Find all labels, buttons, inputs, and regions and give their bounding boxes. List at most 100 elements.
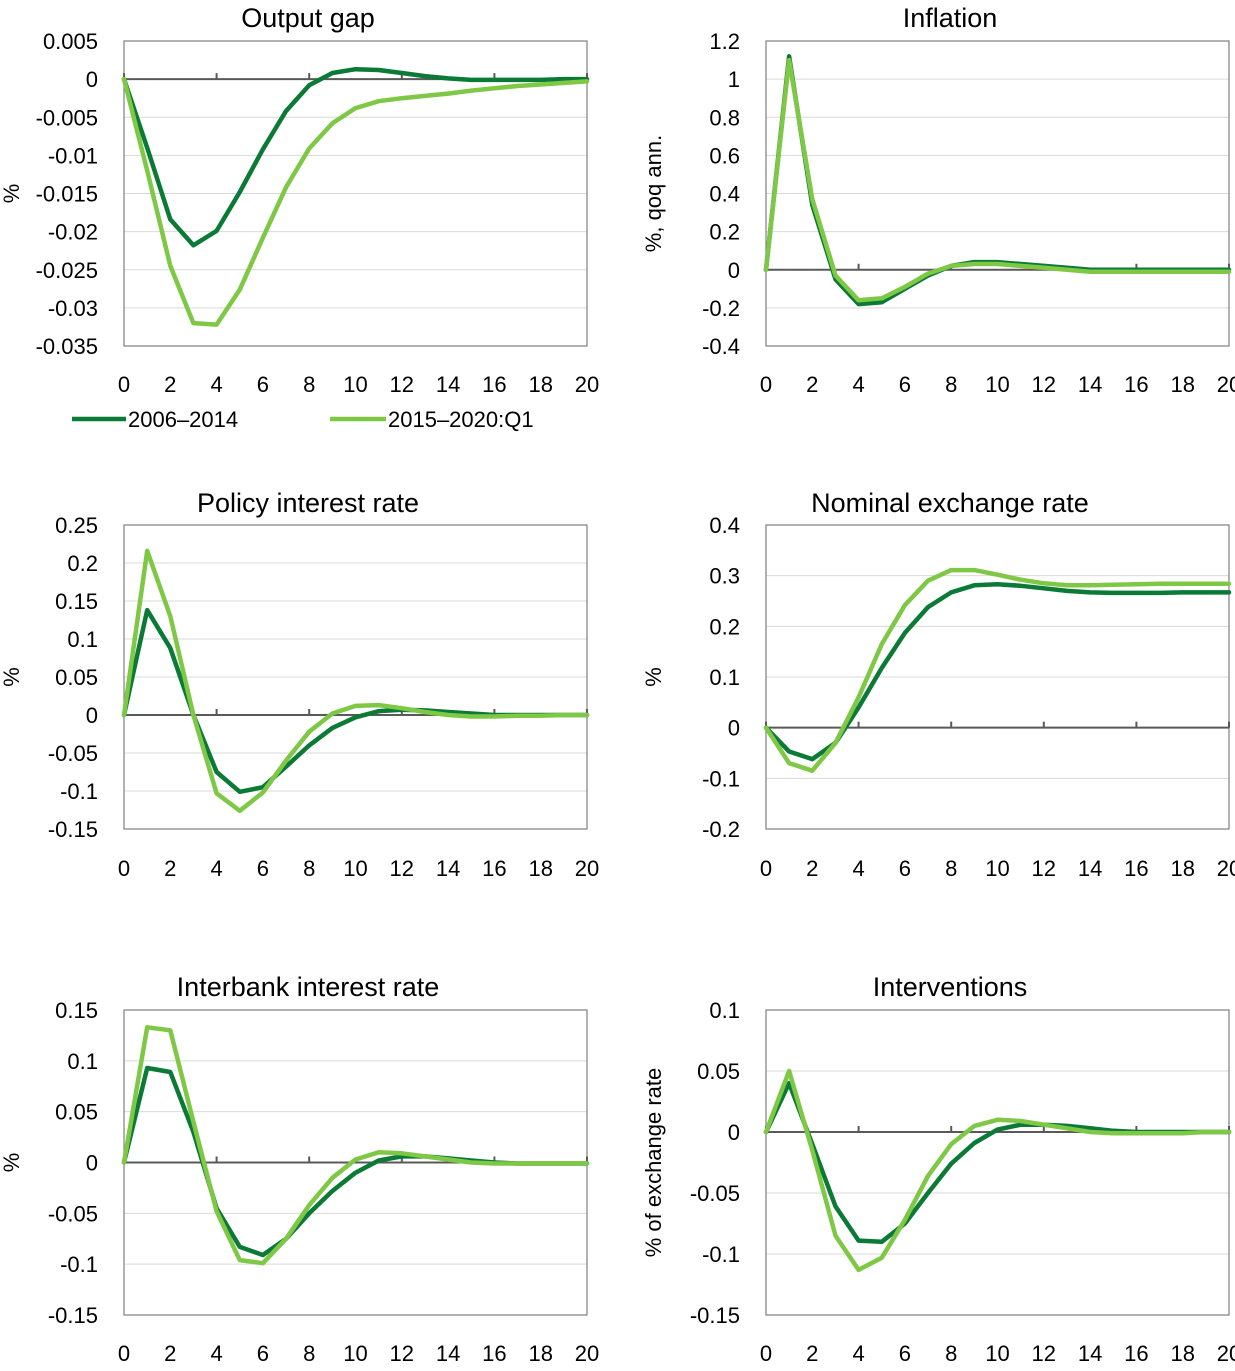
chart-panel-3: 0.4 0.3 0.2 0.1 0 -0.1 -0.2 0 2 4 6 8 10 12 14 16 18 20 No… [641, 488, 1235, 881]
chart-title: Output gap [241, 3, 375, 33]
x-tick-label: 10 [343, 372, 367, 397]
y-tick-label: -0.05 [48, 741, 98, 766]
x-tick-label: 12 [1032, 372, 1056, 397]
chart-title: Inflation [903, 3, 998, 33]
series-line-2006-2014 [763, 582, 1232, 762]
y-tick-label: -0.05 [690, 1181, 740, 1206]
x-tick-label: 4 [852, 372, 864, 397]
x-tick-label: 8 [303, 856, 315, 881]
y-axis-label: % [0, 667, 24, 687]
x-tick-label: 14 [436, 372, 460, 397]
y-tick-label: -0.1 [60, 1252, 98, 1277]
y-tick-label: 0.05 [55, 665, 98, 690]
y-tick-label: 0 [86, 67, 98, 92]
y-tick-label: 0.3 [709, 564, 740, 589]
chart-panel-4: 0.15 0.1 0.05 0 -0.05 -0.1 -0.15 0 2 4 6 8 10 12 14 16 1… [0, 972, 599, 1366]
y-tick-label: 0.25 [55, 513, 98, 538]
y-tick-label: -0.15 [48, 817, 98, 842]
chart-panel-1: 1.2 1 0.8 0.6 0.4 0.2 0 -0.2 -0.4 0 2 4 6 8 10 12 14 16 18… [641, 3, 1235, 397]
y-tick-label: -0.2 [702, 817, 740, 842]
series-line-2006-2014 [121, 66, 590, 248]
series-line-2006-2014 [763, 54, 1232, 307]
x-tick-label: 20 [1217, 856, 1235, 881]
series-line-2015-2020q1 [121, 548, 590, 814]
x-tick-label: 2 [806, 856, 818, 881]
x-tick-label: 10 [343, 1341, 367, 1366]
x-tick-label: 12 [390, 372, 414, 397]
x-tick-label: 10 [985, 856, 1009, 881]
plot-border [765, 524, 1230, 830]
x-tick-label: 8 [945, 1341, 957, 1366]
x-tick-label: 6 [899, 856, 911, 881]
x-tick-label: 20 [575, 372, 599, 397]
x-tick-label: 18 [1170, 372, 1194, 397]
y-axis-label: %, qoq ann. [641, 135, 666, 252]
y-tick-label: 0.005 [43, 29, 98, 54]
x-tick-label: 2 [164, 856, 176, 881]
x-tick-label: 14 [436, 1341, 460, 1366]
x-tick-label: 6 [899, 372, 911, 397]
chart-title: Policy interest rate [197, 488, 419, 518]
y-tick-label: -0.2 [702, 296, 740, 321]
x-tick-label: 16 [482, 372, 506, 397]
legend-label: 2006–2014 [128, 407, 238, 432]
series-line-2006-2014 [121, 607, 590, 795]
y-tick-label: 0.2 [709, 614, 740, 639]
y-tick-label: -0.025 [36, 258, 98, 283]
y-axis-label: % [641, 667, 666, 687]
y-tick-label: 0.15 [55, 589, 98, 614]
x-tick-label: 18 [1170, 1341, 1194, 1366]
y-tick-label: 0.4 [709, 182, 740, 207]
x-tick-label: 6 [257, 372, 269, 397]
x-tick-label: 4 [852, 856, 864, 881]
y-tick-label: -0.03 [48, 296, 98, 321]
y-tick-label: 0 [728, 716, 740, 741]
chart-panel-0: 0.005 0 -0.005 -0.01 -0.015 -0.02 -0.025 -0.03 -… [0, 3, 599, 397]
x-tick-label: 2 [806, 1341, 818, 1366]
y-tick-label: 0.1 [709, 998, 740, 1023]
y-tick-label: 0.1 [67, 1049, 98, 1074]
chart-title: Interbank interest rate [177, 972, 440, 1002]
x-tick-label: 0 [118, 372, 130, 397]
y-tick-label: 0 [86, 1151, 98, 1176]
y-tick-label: -0.1 [702, 766, 740, 791]
x-tick-label: 20 [1217, 1341, 1235, 1366]
y-tick-label: 0.05 [55, 1100, 98, 1125]
x-tick-label: 18 [1170, 856, 1194, 881]
x-tick-label: 0 [760, 372, 772, 397]
y-tick-label: 0 [728, 258, 740, 283]
x-tick-label: 4 [210, 372, 222, 397]
series-line-2006-2014 [763, 1080, 1232, 1245]
plot-border [765, 1009, 1230, 1316]
plot-border [765, 40, 1230, 347]
y-tick-label: -0.4 [702, 334, 740, 359]
x-tick-label: 16 [482, 1341, 506, 1366]
chart-title: Nominal exchange rate [811, 488, 1089, 518]
x-tick-label: 20 [575, 856, 599, 881]
y-tick-label: 0.2 [709, 220, 740, 245]
series-line-2015-2020q1 [121, 76, 590, 327]
series-line-2015-2020q1 [121, 1025, 590, 1266]
y-tick-label: 0 [728, 1120, 740, 1145]
y-tick-label: 0.1 [67, 627, 98, 652]
x-tick-label: 20 [575, 1341, 599, 1366]
series-line-2015-2020q1 [763, 1068, 1232, 1273]
x-tick-label: 14 [436, 856, 460, 881]
x-tick-label: 14 [1078, 856, 1102, 881]
x-tick-label: 2 [164, 372, 176, 397]
x-tick-label: 16 [1124, 372, 1148, 397]
y-tick-label: 0.05 [697, 1059, 740, 1084]
x-tick-label: 12 [390, 1341, 414, 1366]
y-tick-label: -0.15 [48, 1303, 98, 1328]
x-tick-label: 10 [343, 856, 367, 881]
x-tick-label: 10 [985, 1341, 1009, 1366]
y-tick-label: 0 [86, 703, 98, 728]
x-tick-label: 4 [210, 856, 222, 881]
x-tick-label: 6 [899, 1341, 911, 1366]
x-tick-label: 20 [1217, 372, 1235, 397]
y-tick-label: -0.15 [690, 1303, 740, 1328]
x-tick-label: 16 [1124, 1341, 1148, 1366]
x-tick-label: 12 [1032, 856, 1056, 881]
x-tick-label: 16 [1124, 856, 1148, 881]
legend: 2006–2014 2015–2020:Q1 [72, 407, 534, 432]
